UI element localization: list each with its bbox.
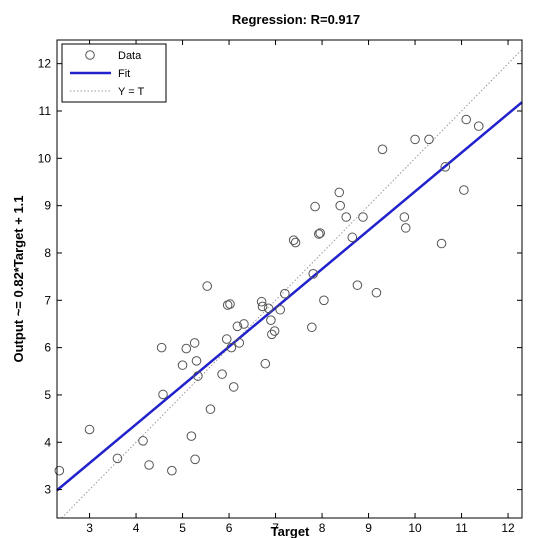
data-point [288, 235, 299, 245]
data-point [193, 371, 203, 381]
y-tick-label: 9 [44, 199, 51, 213]
data-point [473, 121, 484, 131]
data-point [315, 228, 325, 238]
x-tick-label: 5 [179, 521, 186, 535]
y-tick-label: 7 [44, 293, 51, 307]
data-point [269, 326, 280, 336]
data-point [461, 114, 472, 125]
data-point [335, 200, 345, 211]
data-point [221, 334, 232, 344]
x-tick-label: 3 [86, 521, 93, 535]
y-tick-label: 3 [44, 483, 51, 497]
data-point [424, 134, 434, 145]
data-point [399, 212, 410, 222]
data-point [232, 321, 243, 332]
data-point [191, 356, 202, 366]
data-point [177, 360, 188, 370]
data-point [319, 295, 329, 306]
data-point [410, 134, 420, 145]
data-point [225, 299, 235, 309]
y-tick-label: 8 [44, 246, 51, 260]
data-point [280, 288, 290, 299]
data-point [167, 465, 177, 476]
data-point [263, 303, 274, 314]
data-point [347, 232, 358, 243]
data-point [440, 162, 451, 172]
data-point [158, 389, 168, 400]
y-tick-label: 6 [44, 341, 51, 355]
data-point [371, 287, 382, 298]
data-point [275, 304, 286, 315]
x-axis-label: Target [271, 524, 310, 538]
y-tick-label: 10 [38, 151, 52, 165]
data-point [436, 238, 447, 249]
data-point [138, 436, 148, 446]
x-tick-label: 8 [319, 521, 326, 535]
plot-frame [56, 39, 523, 519]
legend-label-data: Data [118, 50, 142, 62]
legend: Data Fit Y = T [61, 43, 167, 103]
data-point [186, 431, 197, 441]
data-point [341, 212, 352, 222]
x-tick-label: 4 [133, 521, 140, 535]
data-point [228, 382, 239, 392]
y-tick-label: 12 [38, 57, 52, 71]
y-axis-label: Output ~= 0.82*Target + 1.1 [11, 195, 26, 362]
data-point [84, 424, 95, 435]
data-point [202, 281, 212, 291]
data-point [290, 237, 301, 248]
data-point [267, 329, 277, 340]
legend-marker-data [85, 50, 95, 60]
data-point [226, 342, 237, 353]
data-points [54, 114, 484, 476]
legend-label-fit: Fit [118, 68, 130, 80]
data-point [239, 319, 249, 329]
data-point [400, 223, 411, 233]
data-point [234, 338, 245, 348]
y-tick-label: 5 [44, 388, 51, 402]
data-point [358, 212, 368, 222]
data-point [112, 453, 123, 464]
data-point [352, 280, 363, 290]
data-point [260, 358, 271, 369]
chart-title: Regression: R=0.917 [232, 12, 360, 27]
data-point [205, 404, 216, 414]
x-tick-label: 12 [501, 521, 515, 535]
data-point [54, 465, 65, 476]
data-point [144, 460, 154, 470]
x-tick-label: 7 [272, 521, 279, 535]
data-point [190, 454, 200, 465]
data-point [308, 268, 319, 279]
legend-label-identity: Y = T [118, 86, 144, 98]
data-point [307, 322, 317, 333]
data-point [377, 144, 388, 155]
data-point [189, 338, 200, 348]
data-point [266, 315, 276, 325]
fit-line [56, 101, 523, 492]
plot-area: 3 4 5 6 7 8 9 10 11 12 3 4 5 6 7 8 9 10 11 12 [38, 39, 523, 535]
plot-background [57, 40, 522, 518]
data-point [257, 301, 268, 312]
fit-line-layer [56, 101, 523, 492]
data-point [459, 185, 469, 195]
data-point [217, 369, 227, 379]
x-tick-label: 9 [365, 521, 372, 535]
y-tick-label: 4 [44, 435, 51, 449]
data-point [334, 187, 345, 198]
axis-ticks: 3 4 5 6 7 8 9 10 11 12 3 4 5 6 7 8 9 10 11 12 [38, 40, 522, 535]
y-tick-label: 11 [39, 104, 52, 118]
data-point [181, 343, 192, 354]
x-tick-label: 11 [455, 521, 468, 535]
data-point [310, 201, 320, 212]
data-point [313, 229, 324, 239]
data-point [256, 296, 267, 307]
x-tick-label: 10 [408, 521, 422, 535]
data-point [156, 342, 167, 353]
x-tick-label: 6 [226, 521, 233, 535]
